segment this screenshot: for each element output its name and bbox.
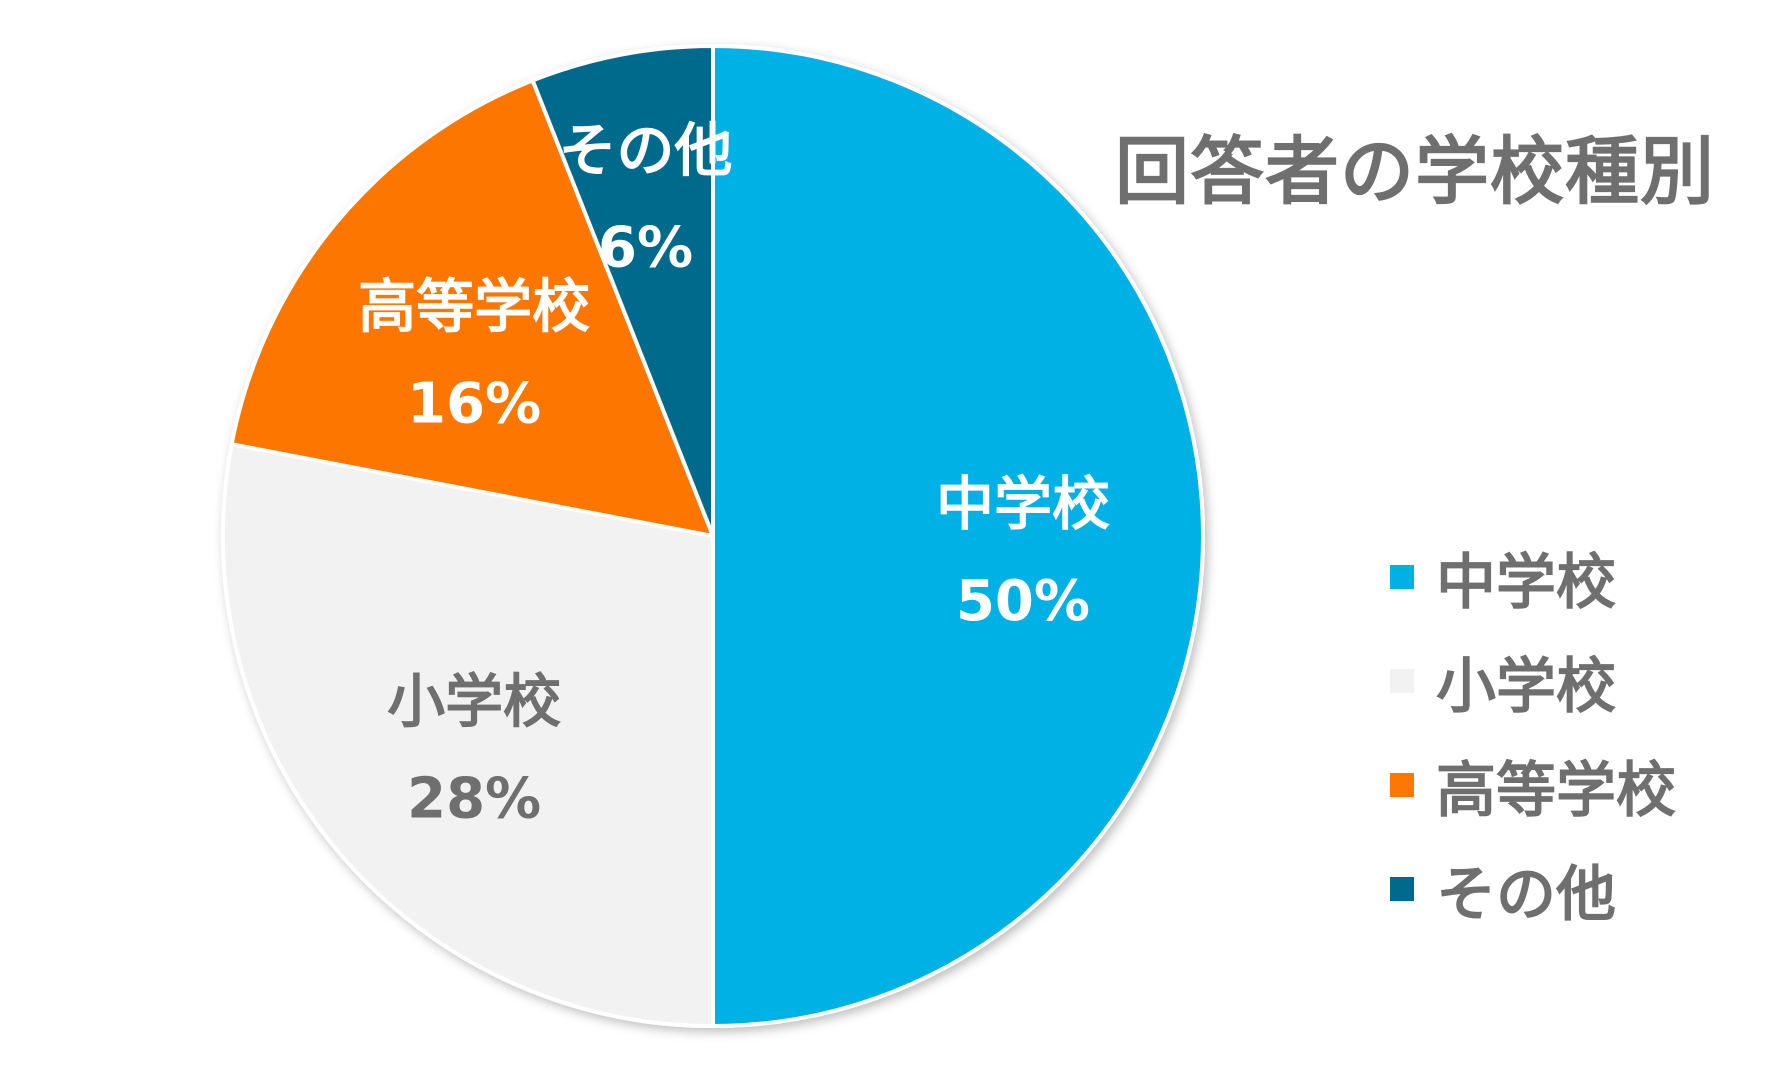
pie-slice-junior-high <box>711 44 1205 1028</box>
legend-label-high-school: 高等学校 <box>1436 755 1676 826</box>
legend-label-elementary: 小学校 <box>1436 651 1616 722</box>
slice-labels: 中学校 50% 小学校 28% 高等学校 16% その他 6% <box>358 116 1110 831</box>
slice-label-high-school: 高等学校 <box>358 272 590 340</box>
slice-value-high-school: 16% <box>407 371 541 436</box>
legend-swatch-junior-high <box>1390 565 1414 589</box>
legend-swatch-high-school <box>1390 773 1414 797</box>
pie-slice-high-school <box>229 78 715 538</box>
slice-label-elementary: 小学校 <box>387 668 561 736</box>
legend-item-elementary: 小学校 <box>1390 629 1676 733</box>
pie-slices <box>221 44 1205 1028</box>
legend-label-junior-high: 中学校 <box>1436 547 1616 618</box>
slice-value-junior-high: 50% <box>956 569 1090 634</box>
legend-item-high-school: 高等学校 <box>1390 733 1676 837</box>
legend-swatch-elementary <box>1390 669 1414 693</box>
pie-slice-elementary <box>221 442 715 1028</box>
legend-label-other: その他 <box>1436 859 1616 930</box>
chart-title: 回答者の学校種別 <box>1115 129 1715 215</box>
slice-value-other: 6% <box>598 215 693 280</box>
legend-item-other: その他 <box>1390 837 1676 941</box>
legend-item-junior-high: 中学校 <box>1390 525 1676 629</box>
legend-swatch-other <box>1390 877 1414 901</box>
slice-label-other: その他 <box>559 116 733 184</box>
slice-label-junior-high: 中学校 <box>936 470 1110 538</box>
pie-slice-other <box>530 44 715 538</box>
slice-value-elementary: 28% <box>407 767 541 832</box>
legend: 中学校 小学校 高等学校 その他 <box>1390 525 1676 941</box>
